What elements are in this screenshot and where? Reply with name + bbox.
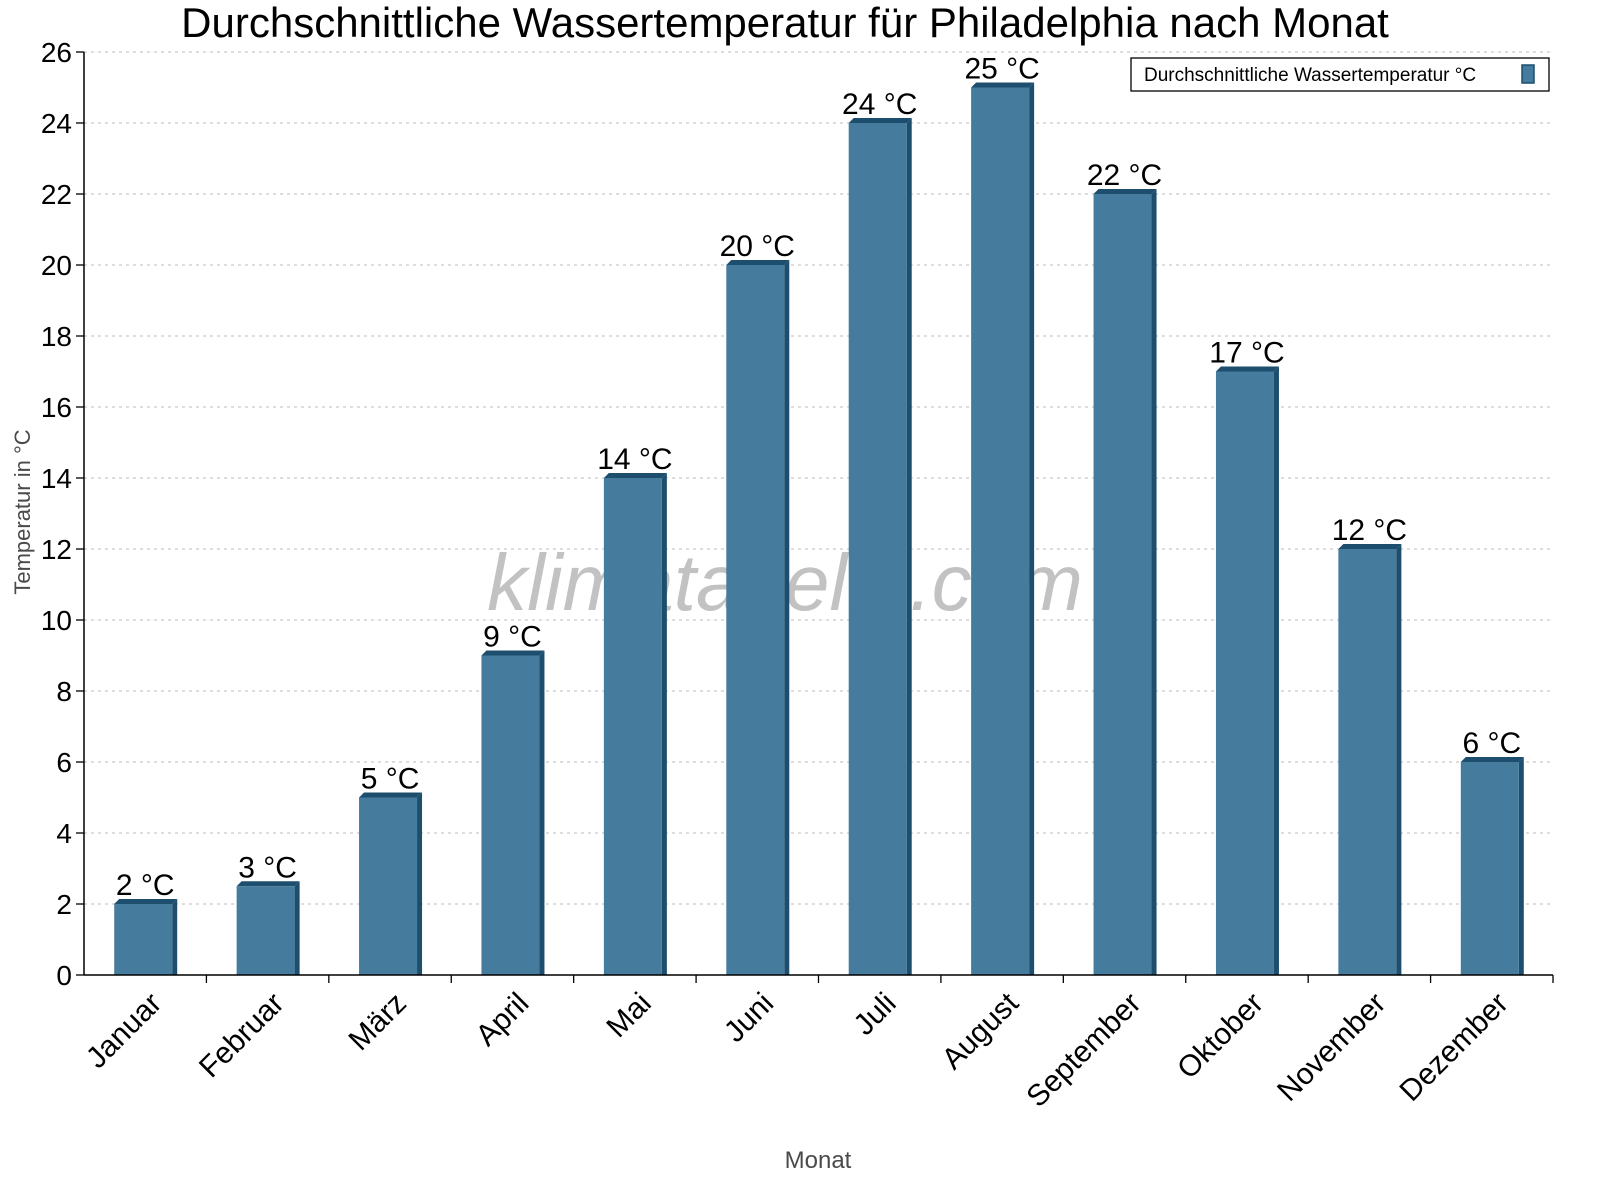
bar-top [1215,366,1279,372]
data-label: 2 °C [116,869,175,902]
bar-side [1396,544,1402,975]
bar [1215,371,1274,975]
x-tick-label: November [1271,987,1392,1108]
y-tick-label: 18 [41,321,72,352]
legend: Durchschnittliche Wassertemperatur °C [1130,57,1550,92]
x-tick-label: Oktober [1171,987,1270,1086]
bar-top [359,792,423,798]
y-tick-label: 14 [41,463,72,494]
bar-top [1460,757,1524,762]
bar-side [417,792,423,975]
bar-top [1093,189,1157,194]
bar-top [1338,544,1402,549]
bar-side [906,118,912,975]
bar [603,478,662,975]
data-label: 17 °C [1209,337,1284,370]
bar-side [1518,757,1524,975]
data-label: 12 °C [1332,514,1407,547]
bar [114,904,173,975]
x-tick-label: März [343,987,413,1057]
bar-top [726,260,790,265]
bar [1093,194,1152,975]
bar-top [603,473,667,478]
y-tick-label: 10 [41,605,72,636]
x-tick-label: September [1020,987,1147,1114]
chart-title: Durchschnittliche Wassertemperatur für P… [181,0,1389,46]
data-label: 25 °C [964,53,1039,86]
y-tick-label: 26 [41,37,72,68]
bars: 2 °C 3 °C 5 °C 9 °C 14 °C 20 °C 24 °C 25 °C 22 °… [114,53,1524,975]
data-label: 5 °C [361,763,420,796]
bar [481,655,540,975]
bar [1338,549,1397,975]
bar-side [1029,82,1035,975]
bar-side [294,881,300,975]
x-tick-label: Dezember [1394,987,1515,1108]
bar-side [172,899,178,975]
x-tick-label: Juni [718,987,780,1049]
bar-side [784,260,790,975]
bar-top [848,118,912,123]
y-tick-label: 8 [56,676,72,707]
bar-side [1273,366,1279,975]
x-axis-label: Monat [785,1147,852,1174]
gridlines [84,51,1553,905]
data-label: 14 °C [597,443,672,476]
bar-top [236,881,300,887]
y-tick-label: 0 [56,960,72,991]
bar [971,87,1030,975]
x-tick-label: Januar [80,987,168,1075]
x-tick-label: Februar [193,987,291,1085]
y-axis-label: Temperatur in °C [10,429,35,594]
data-label: 22 °C [1087,159,1162,192]
bar-side [1151,189,1157,975]
legend-swatch [1521,64,1535,84]
bar [726,265,785,975]
bar [359,797,418,975]
bar [848,123,907,975]
y-tick-label: 12 [41,534,72,565]
data-label: 6 °C [1462,727,1521,760]
data-label: 24 °C [842,88,917,121]
bar-side [539,650,545,975]
y-tick-label: 16 [41,392,72,423]
bar-top [114,899,178,904]
bar-side [661,473,667,975]
y-tick-label: 20 [41,250,72,281]
legend-label: Durchschnittliche Wassertemperatur °C [1144,65,1476,86]
data-label: 9 °C [483,621,542,654]
bar [1460,762,1519,975]
y-tick-label: 24 [41,108,72,139]
y-tick-label: 22 [41,179,72,210]
x-tick-label: Mai [600,987,658,1045]
y-tick-label: 2 [56,889,72,920]
bar [236,886,295,975]
data-label: 3 °C [238,851,297,884]
legend-box [1130,57,1550,92]
y-tick-label: 4 [56,818,72,849]
bar-top [971,82,1035,88]
x-tick-label: August [936,986,1026,1076]
data-label: 20 °C [720,230,795,263]
x-tick-label: Juli [847,987,902,1042]
x-tick-label: April [470,987,536,1053]
bar-top [481,650,545,656]
y-tick-label: 6 [56,747,72,778]
